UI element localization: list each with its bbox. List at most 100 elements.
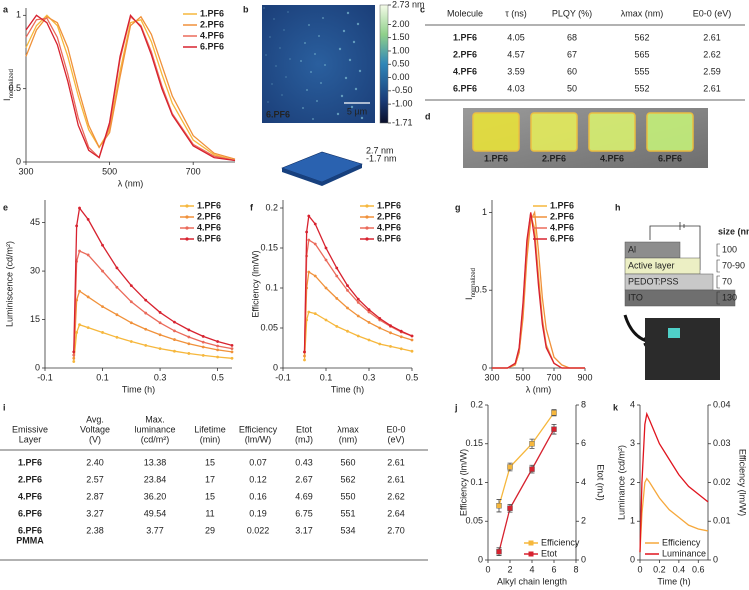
y-tick-label: 45	[30, 217, 40, 227]
table-cell: 23.84	[144, 474, 167, 484]
colorbar-tick-label: -0.50	[392, 85, 413, 95]
data-point	[86, 217, 90, 221]
afm-speck	[300, 60, 302, 62]
data-point	[187, 328, 191, 332]
table-cell: 67	[567, 49, 577, 59]
y-tick-label: 0.2	[265, 202, 278, 212]
table-cell: Lifetime	[194, 424, 226, 434]
axis-label: λ (nm)	[526, 384, 552, 394]
data-point	[72, 356, 76, 360]
data-point	[86, 295, 90, 299]
table-cell: 0.43	[295, 457, 313, 467]
afm-speck	[279, 47, 281, 49]
table-cell: 2.59	[703, 66, 721, 76]
pixel	[588, 112, 636, 152]
y2-tick-label: 0.03	[713, 438, 731, 448]
pixel	[530, 112, 578, 152]
y-tick-label: 3	[630, 438, 635, 448]
x-tick-label: 0.1	[320, 372, 333, 382]
data-point	[307, 238, 311, 242]
afm-speck	[320, 82, 322, 84]
data-point	[173, 338, 176, 341]
colorbar-tick-label: 0.50	[392, 59, 410, 69]
table-cell: 68	[567, 32, 577, 42]
data-point	[410, 338, 414, 342]
afm-speck	[306, 89, 308, 91]
colorbar-tick-label: 0.00	[392, 72, 410, 82]
data-point	[324, 258, 328, 262]
table-cell: 15	[205, 491, 215, 501]
afm-speck	[338, 47, 342, 51]
data-point	[551, 426, 557, 432]
data-point	[216, 355, 220, 359]
table-cell: 560	[340, 457, 355, 467]
device-pixel	[668, 328, 680, 338]
layer-size: 70	[722, 276, 732, 286]
axis-label: Luminiscence (cd/m²)	[4, 241, 14, 327]
legend-label: 2.PF6	[200, 19, 224, 29]
data-point	[346, 284, 349, 287]
x-tick-label: 300	[484, 372, 499, 382]
legend-marker	[185, 237, 189, 241]
data-point	[78, 289, 81, 293]
y-tick-label: 0.05	[260, 322, 278, 332]
table-cell: Etot	[296, 424, 313, 434]
data-point	[86, 326, 90, 330]
afm-speck	[354, 87, 358, 91]
data-point	[313, 274, 317, 278]
device-photo	[645, 318, 720, 380]
legend-label: 6.PF6	[377, 233, 401, 243]
table-cell: 4.05	[507, 32, 525, 42]
data-point	[72, 350, 76, 354]
x-tick-label: 0.2	[653, 564, 666, 574]
layer-bracket	[716, 275, 720, 289]
table-cell: 49.54	[144, 508, 167, 518]
data-point	[324, 318, 328, 322]
colorbar	[379, 4, 389, 124]
x-tick-label: 700	[546, 372, 561, 382]
legend-label: 4.PF6	[377, 222, 401, 232]
data-point	[115, 313, 119, 317]
data-point	[230, 356, 234, 360]
table-cell: 1.PF6	[453, 32, 477, 42]
y2-tick-label: 0	[581, 554, 586, 564]
table-cell: 2.70	[387, 525, 405, 535]
data-point	[158, 333, 162, 337]
table-cell: Emissive	[12, 424, 48, 434]
data-point	[187, 342, 191, 346]
data-point	[144, 311, 148, 315]
y-tick-label: 15	[30, 314, 40, 324]
afm-speck	[360, 116, 364, 120]
afm-speck	[316, 100, 318, 102]
scale-label: 5 µm	[347, 106, 367, 116]
afm-speck	[344, 76, 348, 80]
afm-speck	[318, 35, 320, 37]
x-tick-label: 0.3	[154, 372, 167, 382]
legend-label: 4.PF6	[200, 30, 224, 40]
data-point	[551, 410, 557, 416]
afm-height-max: 2.7 nm	[366, 145, 394, 155]
table-cell: 552	[634, 83, 649, 93]
colorbar-tick-label: -1.71	[392, 117, 413, 127]
afm-sample-label: 6.PF6	[266, 109, 290, 119]
afm-height-min: -1.7 nm	[366, 153, 397, 163]
table-cell: 0.022	[247, 525, 270, 535]
x-tick-label: 700	[186, 166, 201, 176]
y2-tick-label: 4	[581, 477, 586, 487]
data-point	[507, 464, 513, 470]
y-tick-label: 0.5	[474, 285, 487, 295]
y2-tick-label: 0	[713, 554, 718, 564]
y-tick-label: 0	[35, 362, 40, 372]
table-cell: 555	[634, 66, 649, 76]
data-point	[324, 286, 328, 290]
legend-label: 6.PF6	[197, 233, 221, 243]
data-point	[201, 345, 205, 349]
y-tick-label: 4	[630, 399, 635, 409]
x-tick-label: 2	[507, 564, 512, 574]
data-point	[529, 466, 535, 472]
panel-label: k	[613, 402, 619, 412]
table-cell: 1.PF6	[18, 457, 42, 467]
afm-speck	[271, 83, 273, 85]
data-point	[75, 224, 79, 228]
